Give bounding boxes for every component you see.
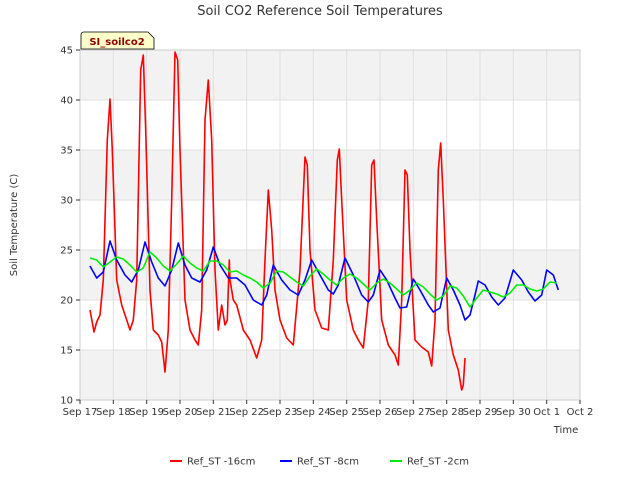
legend-item: Ref_ST -2cm <box>390 457 469 468</box>
x-tick-label: Sep 20 <box>163 407 198 418</box>
y-tick-label: 25 <box>60 246 73 257</box>
plot-frame <box>79 49 581 401</box>
site-tag: SI_soilco2 <box>80 31 155 50</box>
y-tick-label: 45 <box>60 46 73 57</box>
x-tick-label: Sep 18 <box>96 407 131 418</box>
plot-band <box>80 200 580 250</box>
legend-item: Ref_ST -8cm <box>280 457 359 468</box>
y-tick-label: 15 <box>60 346 73 357</box>
legend-label: Ref_ST -2cm <box>407 457 469 468</box>
legend-label: Ref_ST -16cm <box>187 457 255 468</box>
x-tick-label: Sep 28 <box>429 407 464 418</box>
series-line <box>89 251 557 308</box>
x-tick-label: Sep 29 <box>463 407 498 418</box>
x-tick-label: Sep 30 <box>496 407 531 418</box>
legend: Ref_ST -16cm Ref_ST -8cm Ref_ST -2cm <box>170 457 469 468</box>
y-tick-label: 30 <box>60 196 73 207</box>
y-tick-label: 40 <box>60 96 73 107</box>
y-axis: 10 15 20 25 30 35 40 45 <box>60 46 80 407</box>
legend-item: Ref_ST -16cm <box>170 457 255 468</box>
x-tick-label: Sep 21 <box>196 407 231 418</box>
x-tick-label: Oct 2 <box>567 407 594 418</box>
plot-band <box>80 50 580 100</box>
chart-title: Soil CO2 Reference Soil Temperatures <box>197 4 443 19</box>
x-tick-label: Sep 24 <box>296 407 331 418</box>
plot-band <box>80 350 580 400</box>
x-tick-label: Oct 1 <box>533 407 560 418</box>
y-tick-label: 10 <box>60 396 73 407</box>
x-tick-label: Sep 22 <box>229 407 264 418</box>
legend-label: Ref_ST -8cm <box>297 457 359 468</box>
series-line <box>89 240 560 321</box>
x-axis-label: Time <box>553 425 578 436</box>
x-tick-label: Sep 19 <box>129 407 164 418</box>
x-tick-label: Sep 25 <box>329 407 364 418</box>
plot-band <box>80 100 580 150</box>
plot-band <box>80 150 580 200</box>
site-tag-label: SI_soilco2 <box>89 37 144 48</box>
site-tag-box <box>80 31 155 50</box>
x-tick-label: Sep 17 <box>63 407 98 418</box>
x-tick-label: Sep 26 <box>363 407 398 418</box>
series-lines <box>89 51 560 391</box>
x-tick-label: Sep 27 <box>396 407 431 418</box>
plot-bands <box>80 50 580 400</box>
x-tick-label: Sep 23 <box>263 407 298 418</box>
y-axis-label: Soil Temperature (C) <box>9 174 20 277</box>
y-tick-label: 20 <box>60 296 73 307</box>
y-tick-label: 35 <box>60 146 73 157</box>
